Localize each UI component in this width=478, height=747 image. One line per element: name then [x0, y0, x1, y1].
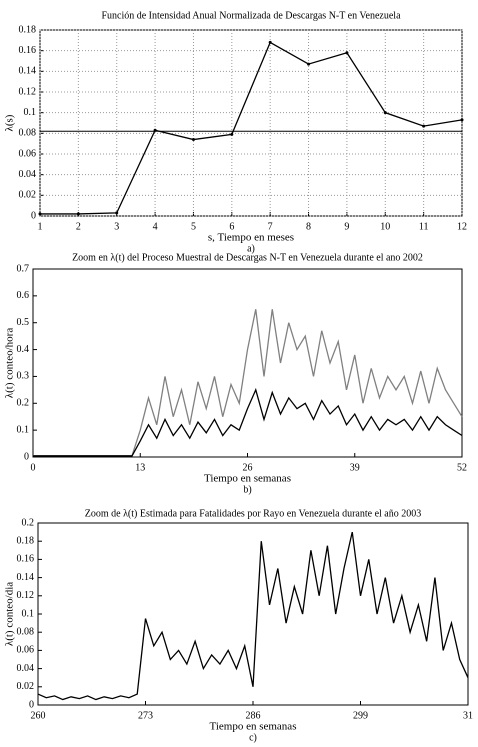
x-tick-label: 1 [38, 221, 43, 232]
x-tick-label: 6 [229, 221, 234, 232]
y-axis-label: λ(t) conteo/hora [4, 328, 16, 399]
caption: a) [247, 243, 255, 254]
data-point [345, 51, 349, 55]
y-tick-label: 0.18 [19, 24, 37, 35]
y-tick-label: 0 [24, 451, 29, 462]
y-tick-label: 0.7 [17, 263, 30, 274]
data-point [307, 62, 311, 66]
y-tick-label: 0.6 [17, 290, 30, 301]
x-axis-label: Tiempo en semanas [204, 473, 291, 485]
data-point [115, 211, 119, 215]
chart-title: Función de Intensidad Anual Normalizada … [101, 10, 401, 21]
data-line [33, 309, 463, 457]
caption: b) [243, 484, 251, 495]
caption: c) [249, 732, 257, 743]
y-tick-label: 0.08 [19, 128, 37, 139]
y-tick-label: 0.14 [17, 572, 35, 583]
y-axis-label: λ(s) [4, 114, 16, 131]
x-tick-label: 31 [463, 710, 473, 721]
x-tick-label: 4 [153, 221, 158, 232]
y-tick-label: 0.16 [19, 45, 37, 56]
x-tick-label: 52 [457, 462, 467, 473]
y-tick-label: 0 [29, 699, 34, 710]
y-tick-label: 0.02 [19, 190, 37, 201]
x-tick-label: 5 [191, 221, 196, 232]
y-tick-label: 0.5 [17, 317, 30, 328]
y-tick-label: 0.2 [22, 517, 35, 528]
x-tick-label: 273 [138, 710, 153, 721]
y-tick-label: 0.16 [17, 554, 35, 565]
data-line [40, 41, 463, 215]
y-tick-label: 0.06 [19, 148, 37, 159]
chart-title: Zoom de λ(t) Estimada para Fatalidades p… [85, 508, 422, 519]
data-point [153, 128, 157, 132]
y-axis-label: λ(t) conteo/dia [4, 582, 16, 646]
data-point [460, 118, 464, 122]
x-axis-label: Tiempo en semanas [210, 721, 297, 733]
y-tick-label: 0.1 [17, 424, 30, 435]
y-tick-label: 0.18 [17, 535, 35, 546]
plot-frame [39, 29, 463, 217]
x-tick-label: 13 [135, 462, 145, 473]
data-point [268, 40, 272, 44]
x-tick-label: 286 [246, 710, 261, 721]
data-line [33, 387, 463, 457]
y-tick-label: 0.08 [17, 626, 35, 637]
x-tick-label: 9 [344, 221, 349, 232]
data-point [38, 212, 42, 216]
x-axis-label: s, Tiempo en meses [208, 232, 294, 244]
x-tick-label: 3 [114, 221, 119, 232]
x-tick-label: 0 [31, 462, 36, 473]
data-point [76, 212, 80, 216]
y-tick-label: 0.2 [17, 398, 30, 409]
chart-title: Zoom en λ(t) del Proceso Muestral de Des… [72, 252, 423, 263]
y-tick-label: 0.1 [22, 608, 35, 619]
data-point [422, 124, 426, 128]
y-tick-label: 0 [31, 210, 36, 221]
x-tick-label: 260 [31, 710, 46, 721]
data-point [383, 111, 387, 115]
y-tick-label: 0.04 [17, 663, 35, 674]
y-tick-label: 0.04 [19, 169, 37, 180]
x-tick-label: 11 [419, 221, 429, 232]
data-line [37, 531, 469, 701]
y-tick-label: 0.3 [17, 371, 30, 382]
x-tick-label: 12 [457, 221, 467, 232]
y-tick-label: 0.1 [24, 107, 37, 118]
x-tick-label: 7 [268, 221, 273, 232]
x-tick-label: 299 [353, 710, 368, 721]
y-tick-label: 0.12 [17, 590, 35, 601]
y-tick-label: 0.4 [17, 344, 30, 355]
data-point [230, 132, 234, 136]
y-tick-label: 0.12 [19, 86, 37, 97]
y-tick-label: 0.14 [19, 66, 37, 77]
x-tick-label: 26 [243, 462, 253, 473]
y-tick-label: 0.06 [17, 645, 35, 656]
x-tick-label: 39 [350, 462, 360, 473]
y-tick-label: 0.02 [17, 681, 35, 692]
plot-frame [32, 268, 463, 458]
x-tick-label: 10 [380, 221, 390, 232]
x-tick-label: 8 [306, 221, 311, 232]
data-point [191, 138, 195, 142]
x-tick-label: 2 [76, 221, 81, 232]
